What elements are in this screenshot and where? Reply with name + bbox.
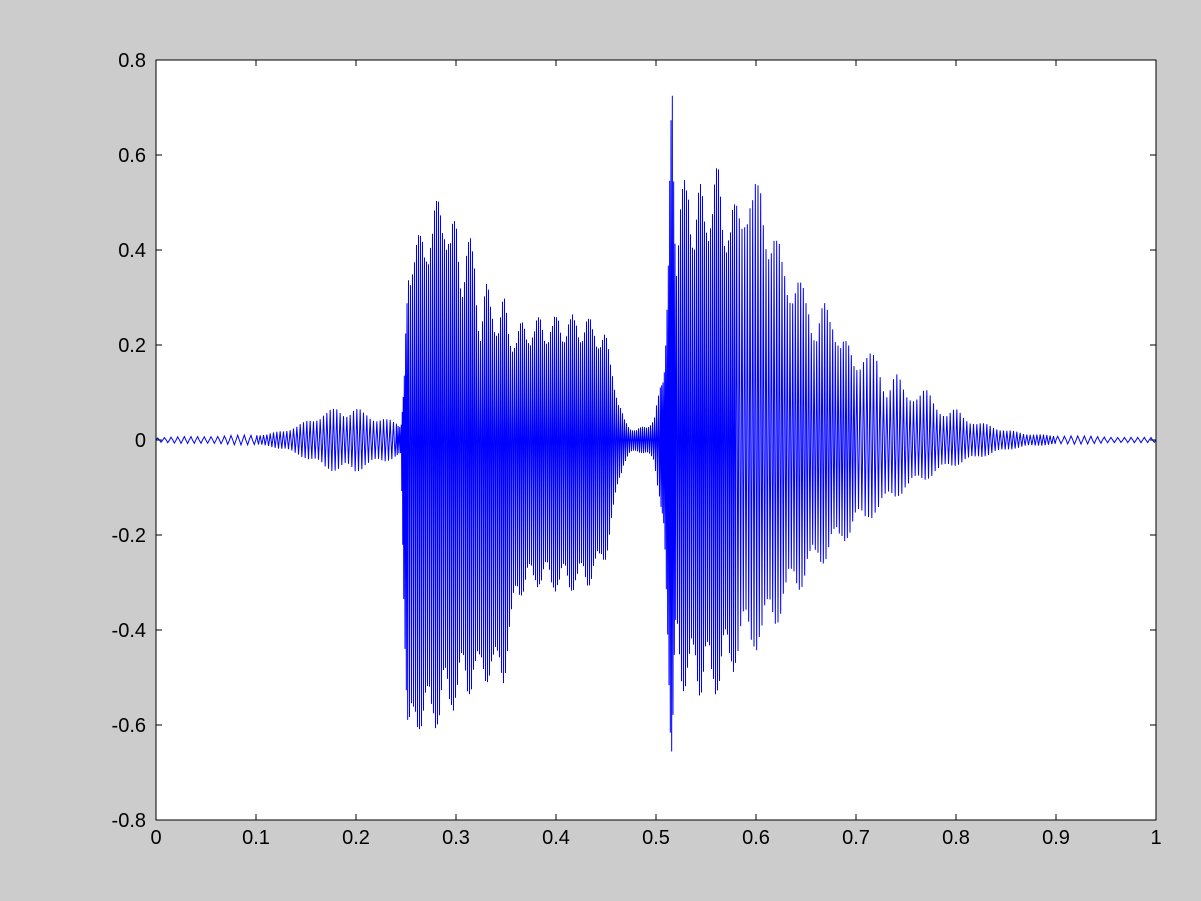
ytick-label: -0.4 [112,620,146,642]
ytick-label: -0.8 [112,810,146,832]
xtick-label: 0.6 [742,827,770,849]
waveform-chart: 0 0.1 0.2 0.3 0.4 0.5 0.6 0.7 0.8 0.9 1 -0.8 -0.6 -0.… [0,0,1201,901]
xtick-label: 0.7 [842,827,870,849]
xtick-label: 0.5 [642,827,670,849]
ytick-label: 0.2 [118,335,146,357]
ytick-label: -0.2 [112,525,146,547]
ytick-label: 0.4 [118,240,146,262]
ytick-label: 0.8 [118,50,146,72]
xtick-label: 0 [150,827,161,849]
xtick-label: 0.1 [242,827,270,849]
xtick-label: 0.3 [442,827,470,849]
ytick-label: 0.6 [118,145,146,167]
xtick-label: 0.4 [542,827,570,849]
xtick-label: 1 [1150,827,1161,849]
xtick-label: 0.2 [342,827,370,849]
ytick-label: 0 [135,430,146,452]
xtick-label: 0.8 [942,827,970,849]
ytick-label: -0.6 [112,715,146,737]
xtick-label: 0.9 [1042,827,1070,849]
chart-svg: 0 0.1 0.2 0.3 0.4 0.5 0.6 0.7 0.8 0.9 1 -0.8 -0.6 -0.… [0,0,1201,901]
